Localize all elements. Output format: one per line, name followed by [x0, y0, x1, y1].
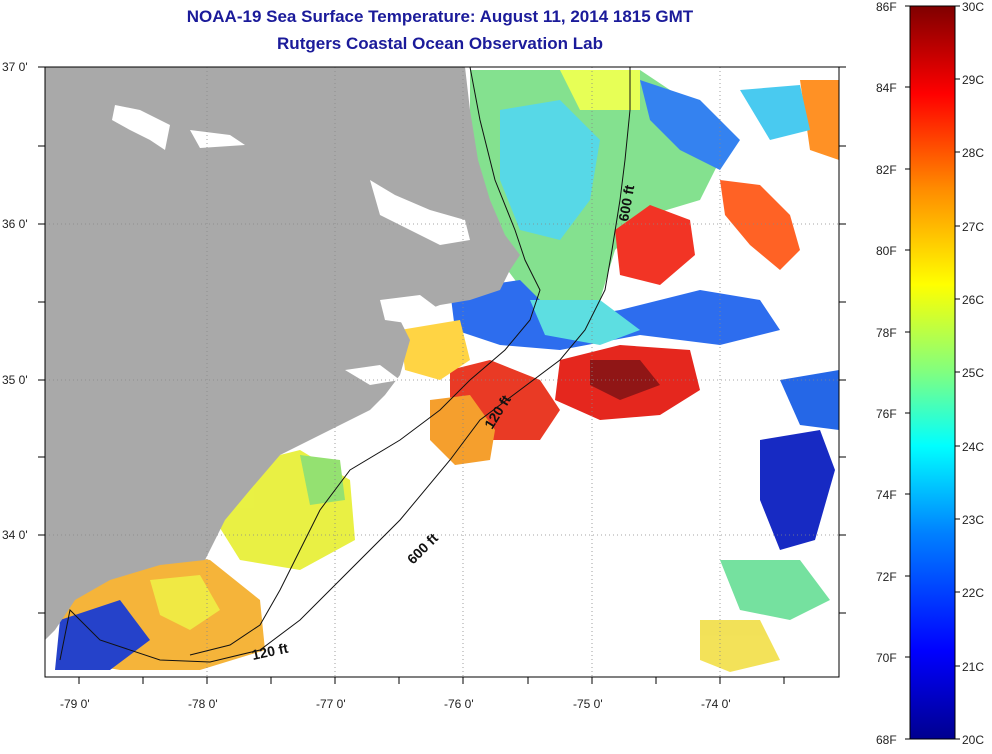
colorbar-f-68: 68F [876, 733, 897, 747]
gridlines [45, 67, 839, 677]
axis-ticks [38, 66, 846, 684]
lon-label-78: -78 0' [188, 697, 218, 711]
lat-label-34: 34 0' [2, 528, 28, 542]
sst-patch-offshore-blue-2 [780, 370, 839, 430]
colorbar-c-25: 25C [962, 366, 984, 380]
colorbar-c-22: 22C [962, 586, 984, 600]
sst-patch-north-yellow [560, 70, 640, 110]
lon-label-79: -79 0' [60, 697, 90, 711]
lat-label-35: 35 0' [2, 373, 28, 387]
map-border [44, 66, 840, 678]
colorbar-c-26: 26C [962, 293, 984, 307]
colorbar-ticks [905, 5, 960, 740]
colorbar-f-80: 80F [876, 244, 897, 258]
sst-patch-mid-cyan [530, 300, 640, 345]
sst-patch-south-yellow [150, 575, 220, 630]
lat-label-36: 36 0' [2, 217, 28, 231]
map-title: NOAA-19 Sea Surface Temperature: August … [186, 7, 694, 26]
inland-water [112, 105, 470, 385]
lat-label-37: 37 0' [2, 60, 28, 74]
contour-600ft [59, 67, 631, 663]
colorbar-f-82: 82F [876, 163, 897, 177]
colorbar-f-78: 78F [876, 326, 897, 340]
lon-label-75: -75 0' [573, 697, 603, 711]
bathymetry-contours [59, 67, 631, 663]
sst-patch-south-blue [55, 600, 150, 670]
sst-patch-north-cyan [500, 100, 600, 240]
lon-label-77: -77 0' [316, 697, 346, 711]
colorbar-c-28: 28C [962, 146, 984, 160]
colorbar-f-72: 72F [876, 570, 897, 584]
sst-patch-sound-yellow [400, 320, 470, 380]
colorbar-f-74: 74F [876, 488, 897, 502]
colorbar-c-20: 20C [962, 733, 984, 747]
sst-patch-ne-cyan [740, 85, 810, 140]
colorbar-f-84: 84F [876, 81, 897, 95]
sst-patch-offshore-blue [760, 430, 835, 550]
map-content: 600 ft 600 ft 120 ft 120 ft [45, 67, 839, 677]
colorbar-f-86: 86F [876, 0, 897, 14]
sst-patch-red-eddy-north [615, 205, 695, 285]
sst-patch-north-blue [640, 80, 740, 170]
colorbar-f-70: 70F [876, 651, 897, 665]
contour-120ft [189, 67, 541, 656]
colorbar-c-24: 24C [962, 440, 984, 454]
sst-patch-red-east [720, 180, 800, 270]
map-subtitle: Rutgers Coastal Ocean Observation Lab [277, 34, 603, 53]
lon-label-76: -76 0' [444, 697, 474, 711]
colorbar-c-29: 29C [962, 73, 984, 87]
colorbar-c-30: 30C [962, 0, 984, 14]
colorbar-c-23: 23C [962, 513, 984, 527]
contour-label-600-north: 600 ft [615, 183, 637, 222]
sst-data-layer [55, 70, 839, 672]
colorbar-f-76: 76F [876, 407, 897, 421]
sst-patch-orange-mid [430, 395, 495, 465]
contour-label-120-south: 120 ft [250, 640, 289, 663]
sst-patch-offshore-green [720, 560, 830, 620]
colorbar-c-27: 27C [962, 220, 984, 234]
lon-label-74: -74 0' [701, 697, 731, 711]
colorbar [909, 5, 956, 740]
colorbar-c-21: 21C [962, 660, 984, 674]
sst-patch-onslow-green [300, 455, 345, 505]
sst-patch-ne-orange [800, 80, 839, 160]
